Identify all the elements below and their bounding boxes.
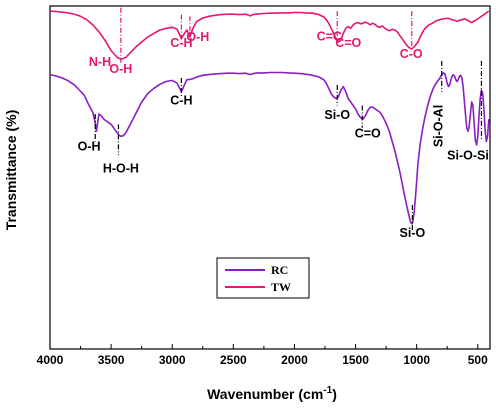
peak-label: C-H <box>170 93 192 107</box>
series-line-rc <box>49 71 490 225</box>
x-axis-title: Wavenumber (cm-1) <box>207 385 337 402</box>
peak-label: Si-O <box>400 226 426 240</box>
legend-box <box>216 257 310 299</box>
x-tick-label: 3500 <box>98 353 125 367</box>
peak-label: C-O <box>400 47 423 61</box>
peak-label: N-H <box>89 55 111 69</box>
peak-label: O-H <box>78 140 101 154</box>
x-tick-label: 2500 <box>220 353 247 367</box>
x-tick-label: 2000 <box>281 353 308 367</box>
x-tick-label: 4000 <box>37 353 64 367</box>
peak-label: Si-O-Si <box>447 149 489 163</box>
legend-label-rc: RC <box>271 263 288 277</box>
peak-label: O-H <box>109 62 132 76</box>
y-axis-title: Transmittance (%) <box>3 110 19 231</box>
peak-label: Si-O <box>324 108 350 122</box>
series-layer <box>49 10 490 225</box>
series-line-tw <box>49 10 490 60</box>
plot-border <box>49 5 491 350</box>
plot-frame <box>49 5 491 350</box>
legend-label-tw: TW <box>271 280 291 294</box>
peak-label: C=C <box>317 29 342 43</box>
peak-label: O-H <box>186 30 209 44</box>
peak-label: H-O-H <box>103 161 139 175</box>
x-tick-label: 3000 <box>159 353 186 367</box>
marker-layer <box>94 7 483 231</box>
x-tick-label: 1000 <box>403 353 430 367</box>
annotation-layer: N-HO-HC-HO-H C=CC=OC-OC-HSi-OC=OO-HH-O-HS… <box>78 29 489 240</box>
peak-label: C-H <box>170 36 192 50</box>
peak-label: Si-O-Al <box>431 105 445 147</box>
legend: RC TW <box>216 257 310 299</box>
x-tick-label: 1500 <box>342 353 369 367</box>
peak-label: C=O <box>335 36 361 50</box>
x-axis-ticks: 4000 3500 3000 2500 2000 1500 1000 500 <box>37 344 488 367</box>
peak-label: C=O <box>355 126 381 140</box>
x-tick-label: 500 <box>468 353 488 367</box>
